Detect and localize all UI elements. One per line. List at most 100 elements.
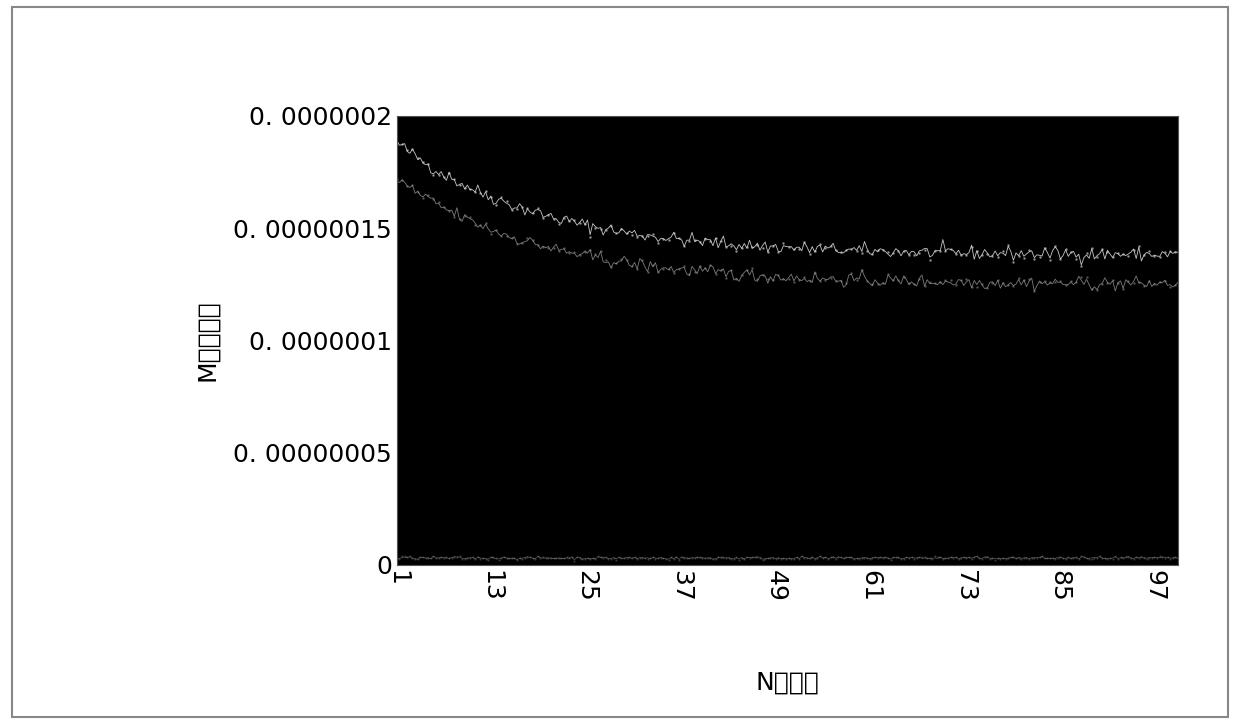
- Point: [1029, 552, 1049, 563]
- Point: [962, 282, 982, 293]
- Point: [1055, 243, 1075, 254]
- Point: [715, 552, 735, 564]
- Point: [743, 263, 763, 274]
- Point: [609, 552, 629, 563]
- Point: [1100, 552, 1120, 564]
- Point: [593, 552, 613, 563]
- Point: [711, 265, 730, 277]
- Point: [1003, 552, 1023, 563]
- Point: [410, 552, 430, 563]
- Point: [552, 552, 572, 564]
- Point: [549, 552, 569, 564]
- Point: [640, 552, 660, 564]
- Point: [1045, 276, 1065, 287]
- Point: [622, 229, 642, 240]
- Point: [439, 552, 459, 564]
- Point: [873, 244, 893, 256]
- Point: [763, 240, 782, 252]
- Point: [1055, 279, 1075, 291]
- Point: [932, 553, 952, 565]
- Point: [1071, 551, 1091, 563]
- Point: [580, 231, 600, 243]
- Point: [562, 551, 582, 563]
- Point: [627, 553, 647, 565]
- Point: [750, 552, 770, 563]
- Point: [915, 244, 935, 256]
- Point: [649, 266, 668, 277]
- Point: [977, 248, 997, 260]
- Point: [810, 276, 830, 287]
- Point: [727, 552, 746, 563]
- Point: [1149, 276, 1169, 287]
- Point: [465, 186, 485, 198]
- Point: [1105, 550, 1125, 562]
- Point: [1064, 552, 1084, 564]
- Point: [429, 196, 449, 208]
- Point: [776, 553, 796, 565]
- Point: [1050, 253, 1070, 265]
- Point: [1014, 274, 1034, 286]
- Point: [554, 552, 574, 564]
- Point: [868, 278, 888, 290]
- Point: [432, 551, 451, 563]
- Point: [737, 551, 756, 563]
- Point: [1087, 552, 1107, 563]
- Point: [604, 552, 624, 563]
- Point: [988, 552, 1008, 564]
- Point: [1145, 552, 1164, 563]
- Point: [680, 269, 699, 280]
- Point: [392, 138, 412, 150]
- Point: [986, 554, 1006, 565]
- Point: [1118, 275, 1138, 287]
- Point: [616, 227, 636, 238]
- Point: [925, 277, 945, 289]
- Point: [1061, 276, 1081, 287]
- Point: [774, 237, 794, 249]
- Point: [913, 552, 932, 563]
- Point: [474, 552, 494, 564]
- Point: [857, 552, 877, 564]
- Point: [484, 551, 503, 563]
- Point: [588, 550, 608, 561]
- Point: [677, 552, 697, 564]
- Point: [547, 552, 567, 564]
- Point: [455, 211, 475, 222]
- Point: [450, 550, 470, 562]
- Point: [646, 553, 666, 565]
- Point: [897, 551, 916, 563]
- Point: [800, 248, 820, 260]
- Point: [622, 552, 642, 564]
- Point: [569, 552, 589, 563]
- Point: [972, 278, 992, 290]
- Point: [977, 282, 997, 294]
- Point: [849, 553, 869, 565]
- Point: [1061, 246, 1081, 258]
- Point: [928, 551, 947, 563]
- Point: [944, 552, 963, 563]
- Point: [526, 553, 546, 565]
- Point: [880, 554, 900, 565]
- Point: [980, 553, 999, 565]
- Point: [512, 553, 532, 565]
- Point: [1161, 245, 1180, 257]
- Point: [758, 274, 777, 285]
- Point: [1145, 279, 1164, 290]
- Point: [507, 554, 527, 565]
- Point: [1154, 275, 1174, 287]
- Point: [441, 552, 461, 563]
- Point: [859, 554, 879, 565]
- Point: [1087, 285, 1107, 296]
- Point: [543, 552, 563, 564]
- Point: [1006, 552, 1025, 564]
- Point: [836, 552, 856, 563]
- Point: [868, 552, 888, 563]
- Point: [1135, 250, 1154, 261]
- Point: [420, 552, 440, 564]
- Point: [920, 552, 940, 563]
- Point: [523, 234, 543, 245]
- Point: [444, 211, 464, 223]
- Point: [753, 269, 773, 281]
- Point: [413, 156, 433, 168]
- Point: [1029, 276, 1049, 287]
- Point: [743, 241, 763, 253]
